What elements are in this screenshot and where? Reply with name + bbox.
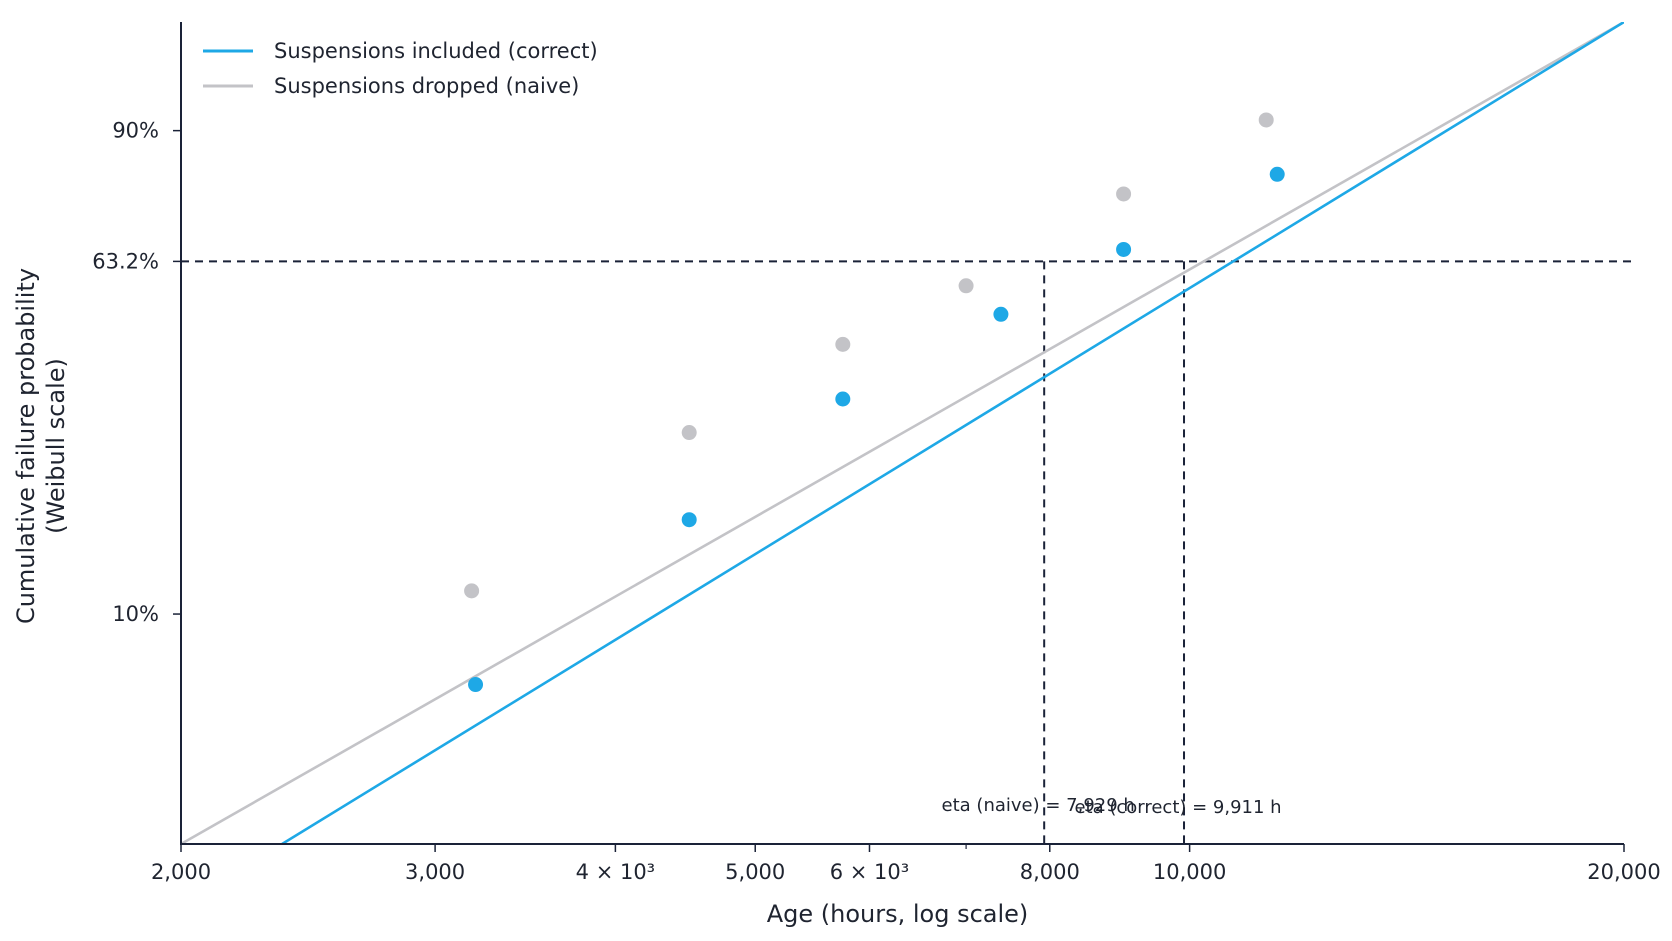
series-fit-line (181, 22, 1624, 844)
data-point (835, 336, 851, 352)
series (281, 22, 1624, 844)
series (181, 22, 1624, 844)
x-tick-label: 6 × 10³ (830, 860, 909, 884)
x-tick-label: 2,000 (151, 860, 211, 884)
y-tick-label: 90% (112, 119, 159, 143)
y-axis-title-line: (Weibull scale) (42, 358, 70, 534)
data-point (835, 391, 851, 407)
data-point (681, 512, 697, 528)
data-point (1269, 166, 1285, 182)
tick-labels: 2,000 3,000 4 × 10³ 5,000 6 × 10³ 8,000 10,000… (92, 119, 1660, 884)
series-fit-line (281, 22, 1624, 844)
y-tick-label: 10% (112, 602, 159, 626)
y-axis-title: Cumulative failure probability(Weibull s… (12, 268, 70, 624)
x-tick-label: 20,000 (1587, 860, 1660, 884)
eta-annotation: eta (correct) = 9,911 h (1074, 797, 1281, 818)
data-point (464, 583, 480, 599)
data-point (1116, 241, 1132, 257)
legend-label: Suspensions included (correct) (274, 39, 598, 63)
axes (173, 22, 1625, 852)
x-tick-label: 10,000 (1153, 860, 1226, 884)
x-tick-label: 8,000 (1020, 860, 1080, 884)
y-tick-label: 63.2% (92, 249, 159, 273)
x-tick-label: 4 × 10³ (576, 860, 655, 884)
series-layer (181, 22, 1624, 844)
legend: Suspensions included (correct) Suspension… (203, 39, 598, 98)
data-point (468, 677, 484, 693)
data-point (1258, 112, 1274, 128)
x-tick-label: 3,000 (405, 860, 465, 884)
x-axis-title: Age (hours, log scale) (767, 900, 1029, 928)
data-point (1116, 186, 1132, 202)
y-axis-title-line: Cumulative failure probability (12, 268, 40, 624)
eta-annotation: eta (naive) = 7,929 h (942, 795, 1135, 816)
data-point (993, 306, 1009, 322)
data-point (958, 278, 974, 294)
x-tick-label: 5,000 (725, 860, 785, 884)
legend-label: Suspensions dropped (naive) (274, 74, 579, 98)
data-point (681, 425, 697, 441)
axis-titles: Age (hours, log scale) Cumulative failure… (12, 268, 1028, 928)
